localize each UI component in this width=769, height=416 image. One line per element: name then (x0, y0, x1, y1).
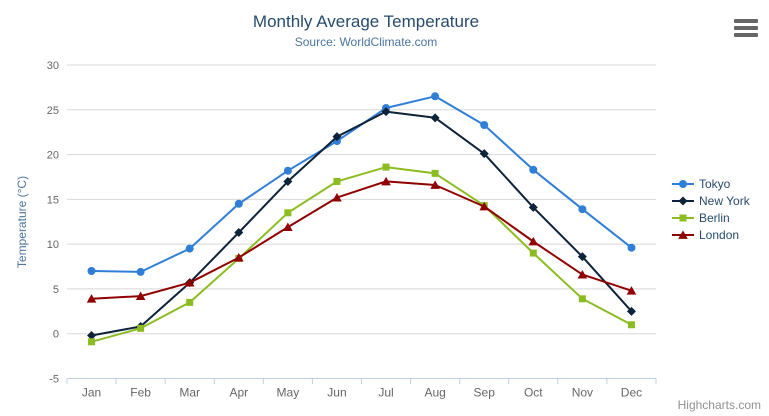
legend-marker-icon (672, 178, 694, 190)
legend-item-label: Berlin (699, 210, 730, 225)
legend-item-label: New York (699, 193, 750, 208)
svg-text:20: 20 (47, 150, 59, 162)
svg-text:May: May (277, 386, 300, 400)
legend-item-label: London (699, 227, 740, 242)
svg-text:25: 25 (47, 105, 59, 117)
svg-text:Apr: Apr (229, 386, 248, 400)
svg-text:5: 5 (53, 284, 59, 296)
svg-text:Jun: Jun (327, 386, 346, 400)
series-london[interactable] (86, 176, 637, 303)
legend-item-london[interactable]: London (672, 226, 750, 243)
svg-text:30: 30 (47, 60, 59, 72)
hamburger-icon (734, 26, 758, 30)
hamburger-icon (734, 33, 758, 37)
hamburger-icon (734, 19, 758, 23)
legend-marker-icon (672, 229, 694, 241)
svg-text:Dec: Dec (621, 386, 642, 400)
legend-item-new-york[interactable]: New York (672, 192, 750, 209)
legend-item-berlin[interactable]: Berlin (672, 209, 750, 226)
x-axis (66, 378, 657, 384)
svg-text:10: 10 (47, 239, 59, 251)
legend-item-label: Tokyo (699, 176, 731, 191)
svg-text:15: 15 (47, 194, 59, 206)
svg-text:Oct: Oct (524, 386, 543, 400)
gridlines (67, 64, 656, 379)
legend-item-tokyo[interactable]: Tokyo (672, 175, 750, 192)
svg-text:Nov: Nov (572, 386, 593, 400)
y-axis-labels: 30 25 20 15 10 5 0 -5 (47, 60, 59, 386)
svg-text:0: 0 (53, 329, 59, 341)
series-berlin[interactable] (88, 163, 635, 346)
svg-text:-5: -5 (49, 374, 59, 386)
export-menu-button[interactable] (734, 19, 758, 40)
svg-text:Jul: Jul (378, 386, 393, 400)
series-tokyo[interactable] (87, 92, 636, 276)
legend: Tokyo New York Berlin London (672, 175, 750, 243)
legend-marker-icon (672, 212, 694, 224)
series-new-york[interactable] (87, 107, 636, 341)
credits-link[interactable]: Highcharts.com (677, 398, 761, 412)
svg-text:Jan: Jan (82, 386, 101, 400)
legend-marker-icon (672, 195, 694, 207)
y-axis-title: Temperature (°C) (15, 175, 29, 269)
svg-text:Feb: Feb (130, 386, 151, 400)
svg-text:Mar: Mar (179, 386, 200, 400)
svg-text:Sep: Sep (474, 386, 496, 400)
svg-text:Aug: Aug (424, 386, 445, 400)
x-axis-labels: Jan Feb Mar Apr May Jun Jul Aug Sep Oct Nov Dec (82, 386, 642, 400)
